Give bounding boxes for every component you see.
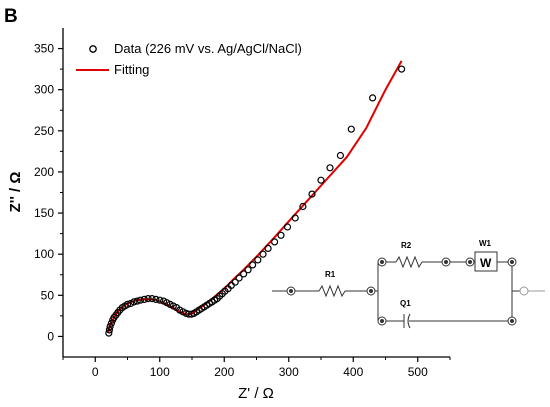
data-point xyxy=(152,295,160,303)
y-tick-label: 0 xyxy=(47,329,54,343)
data-point xyxy=(259,250,267,258)
y-tick-label: 250 xyxy=(34,124,54,138)
data-point xyxy=(105,329,113,337)
data-point xyxy=(308,190,316,198)
data-point xyxy=(106,323,114,331)
label-r1: R1 xyxy=(325,270,336,279)
data-point xyxy=(291,214,299,222)
fitting-line xyxy=(107,60,403,334)
y-tick-label: 100 xyxy=(34,247,54,261)
data-point xyxy=(369,94,377,102)
data-point xyxy=(249,261,257,269)
data-point xyxy=(240,270,248,278)
data-point xyxy=(398,65,406,73)
label-q1: Q1 xyxy=(400,299,411,308)
panel-label: B xyxy=(4,6,18,27)
resistor-r2 xyxy=(395,255,423,269)
y-tick-label: 150 xyxy=(34,206,54,220)
data-point xyxy=(136,296,144,304)
legend-marker-data xyxy=(89,45,97,53)
data-point xyxy=(317,176,325,184)
data-point xyxy=(133,297,141,305)
y-ticks: 0 50 100 150 200 250 300 350 xyxy=(34,42,63,343)
data-point xyxy=(130,298,138,306)
data-point xyxy=(244,266,252,274)
resistor-r1 xyxy=(318,284,346,298)
data-point xyxy=(264,244,272,252)
warburg-symbol: W xyxy=(480,256,492,270)
data-point xyxy=(271,238,279,246)
x-tick-label: 300 xyxy=(279,365,299,379)
data-point xyxy=(347,125,355,133)
data-point xyxy=(123,300,132,308)
data-point xyxy=(299,202,307,211)
data-point xyxy=(254,256,262,264)
y-tick-label: 200 xyxy=(34,165,54,179)
data-point xyxy=(144,295,152,303)
data-point xyxy=(231,278,239,286)
x-tick-label: 200 xyxy=(214,365,234,379)
data-point xyxy=(185,310,193,318)
data-point xyxy=(277,231,285,239)
data-point xyxy=(283,223,292,231)
data-point xyxy=(336,151,344,160)
series-layer xyxy=(105,60,406,337)
equivalent-circuit: R1 W R2 W1 Q1 xyxy=(272,239,545,329)
legend-label-data: Data (226 mV vs. Ag/AgCl/NaCl) xyxy=(114,41,302,56)
data-point xyxy=(140,295,148,303)
y-tick-label: 350 xyxy=(34,42,54,56)
data-point xyxy=(148,295,156,303)
data-point xyxy=(105,326,114,334)
x-tick-label: 100 xyxy=(150,365,170,379)
data-point xyxy=(156,296,164,304)
x-tick-label: 400 xyxy=(343,365,363,379)
data-point xyxy=(107,319,116,327)
label-r2: R2 xyxy=(401,241,412,250)
legend: Data (226 mV vs. Ag/AgCl/NaCl) Fitting xyxy=(76,41,302,77)
circuit-terminal xyxy=(519,286,529,296)
x-ticks: 0 100 200 300 400 500 xyxy=(62,357,451,379)
label-w1: W1 xyxy=(479,239,492,248)
x-tick-label: 500 xyxy=(408,365,428,379)
legend-label-fitting: Fitting xyxy=(114,62,149,77)
y-axis-title: Z'' / Ω xyxy=(7,172,24,213)
data-point xyxy=(326,164,334,172)
x-tick-label: 0 xyxy=(92,365,99,379)
x-axis-title: Z' / Ω xyxy=(238,385,274,402)
data-point xyxy=(235,274,243,282)
y-tick-label: 50 xyxy=(41,288,55,302)
y-tick-label: 300 xyxy=(34,83,54,97)
